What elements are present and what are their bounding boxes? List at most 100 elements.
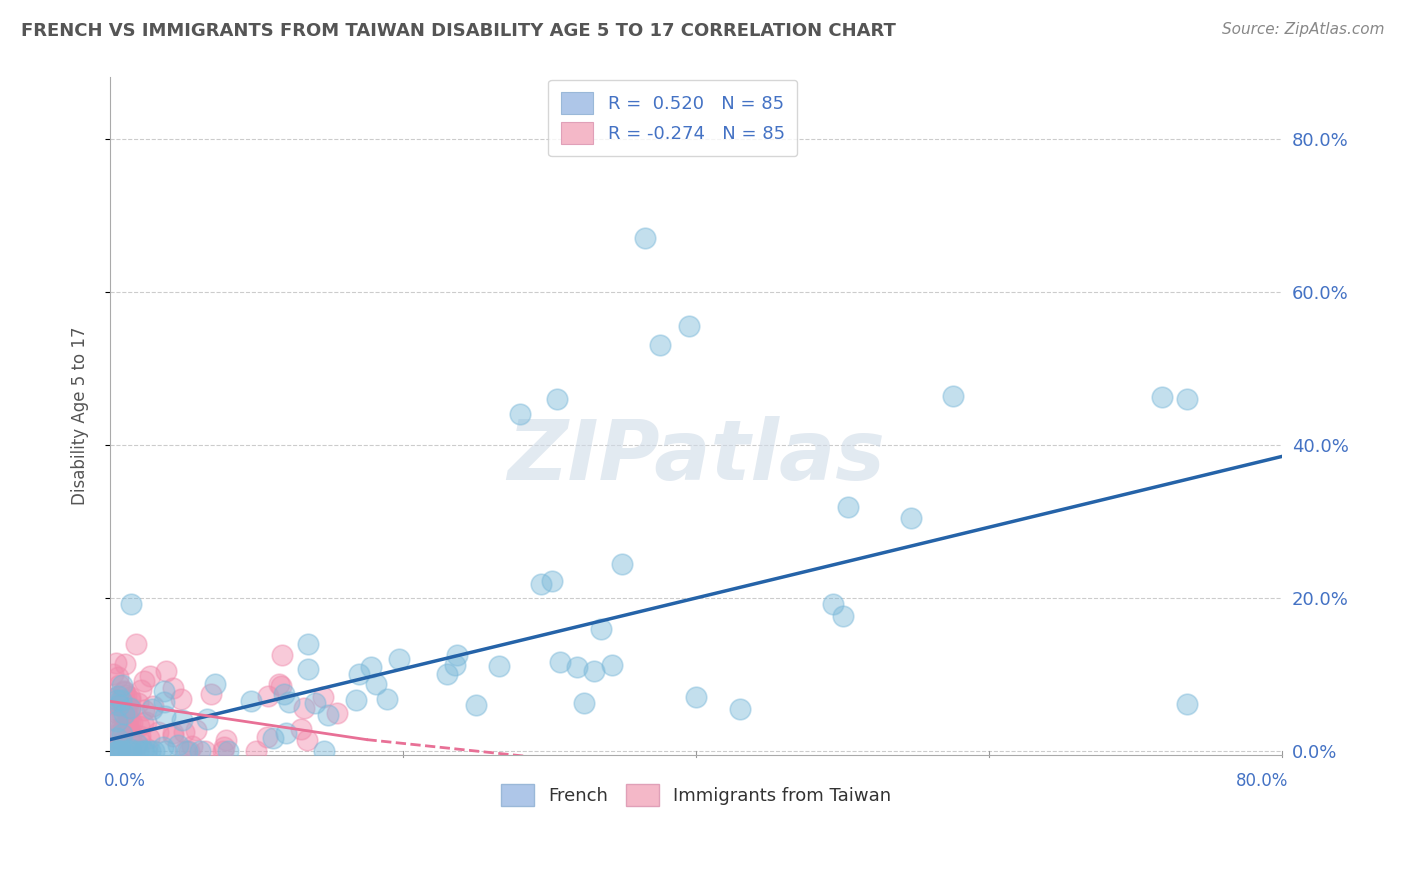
Point: [117, 701, 139, 715]
Y-axis label: Disability Age 5 to 17: Disability Age 5 to 17: [72, 327, 89, 506]
Point: [565, 659, 588, 673]
Point: [146, 725, 169, 739]
Point: [181, 739, 204, 753]
Point: [212, 744, 235, 758]
Point: [364, 677, 387, 691]
Point: [125, 737, 148, 751]
Point: [574, 696, 596, 710]
Point: [153, 709, 176, 723]
Point: [118, 690, 141, 705]
Point: [204, 677, 226, 691]
Point: [200, 687, 222, 701]
Point: [104, 723, 127, 737]
Point: [115, 698, 138, 713]
Point: [153, 695, 176, 709]
Point: [110, 692, 132, 706]
Point: [326, 706, 349, 720]
Point: [107, 689, 129, 703]
Point: [217, 744, 239, 758]
Point: [118, 701, 141, 715]
Point: [444, 657, 467, 672]
Point: [101, 744, 124, 758]
Point: [169, 691, 191, 706]
Point: [270, 648, 292, 662]
Point: [122, 743, 145, 757]
Point: [117, 719, 139, 733]
Point: [101, 692, 124, 706]
Point: [117, 712, 139, 726]
Point: [135, 714, 157, 729]
Point: [166, 738, 188, 752]
Point: [1175, 392, 1198, 406]
Point: [112, 707, 135, 722]
Point: [292, 700, 315, 714]
Point: [138, 731, 160, 746]
Point: [114, 702, 136, 716]
Point: [127, 744, 149, 758]
Point: [388, 651, 411, 665]
Point: [239, 694, 262, 708]
Point: [105, 657, 128, 671]
Point: [464, 698, 486, 712]
Point: [314, 744, 336, 758]
Point: [612, 558, 634, 572]
Point: [107, 669, 129, 683]
Text: 80.0%: 80.0%: [1236, 772, 1288, 789]
Point: [142, 698, 165, 713]
Point: [600, 657, 623, 672]
Point: [214, 733, 236, 747]
Point: [105, 744, 128, 758]
Point: [1175, 697, 1198, 711]
Point: [297, 637, 319, 651]
Point: [110, 695, 132, 709]
Point: [685, 690, 707, 705]
Point: [101, 702, 124, 716]
Point: [446, 648, 468, 662]
Point: [105, 714, 128, 728]
Point: [108, 724, 131, 739]
Point: [108, 744, 131, 758]
Point: [117, 744, 139, 758]
Point: [112, 683, 135, 698]
Point: [101, 744, 124, 758]
Point: [832, 608, 855, 623]
Point: [188, 744, 211, 758]
Point: [132, 673, 155, 688]
Point: [176, 744, 198, 758]
Point: [112, 685, 135, 699]
Point: [139, 744, 162, 758]
Point: [1152, 391, 1174, 405]
Text: ZIPatlas: ZIPatlas: [508, 417, 886, 498]
Point: [108, 744, 131, 758]
Point: [162, 681, 184, 696]
Point: [436, 666, 458, 681]
Point: [120, 597, 142, 611]
Point: [297, 662, 319, 676]
Point: [304, 696, 326, 710]
Point: [131, 683, 153, 698]
Point: [152, 684, 174, 698]
Point: [155, 664, 177, 678]
Point: [678, 319, 700, 334]
Point: [488, 658, 510, 673]
Point: [125, 637, 148, 651]
Point: [155, 744, 177, 758]
Point: [120, 727, 142, 741]
Point: [107, 744, 129, 758]
Point: [344, 693, 367, 707]
Point: [120, 744, 142, 758]
Point: [900, 510, 922, 524]
Point: [108, 698, 131, 712]
Point: [105, 706, 128, 721]
Point: [186, 723, 208, 737]
Point: [262, 731, 284, 745]
Point: [115, 744, 138, 758]
Point: [529, 577, 551, 591]
Point: [132, 744, 155, 758]
Point: [141, 702, 163, 716]
Point: [108, 678, 131, 692]
Point: [162, 729, 184, 743]
Point: [179, 744, 201, 758]
Point: [648, 338, 671, 352]
Point: [112, 744, 135, 758]
